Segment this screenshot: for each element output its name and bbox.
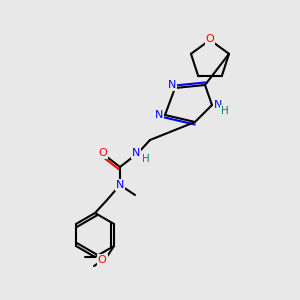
Text: N: N [116, 180, 124, 190]
Text: H: H [221, 106, 229, 116]
Text: N: N [132, 148, 140, 158]
Text: O: O [98, 255, 106, 265]
Text: N: N [214, 100, 222, 110]
Text: O: O [206, 34, 214, 44]
Text: N: N [168, 80, 176, 90]
Text: O: O [99, 148, 107, 158]
Text: H: H [142, 154, 150, 164]
Text: N: N [155, 110, 163, 120]
